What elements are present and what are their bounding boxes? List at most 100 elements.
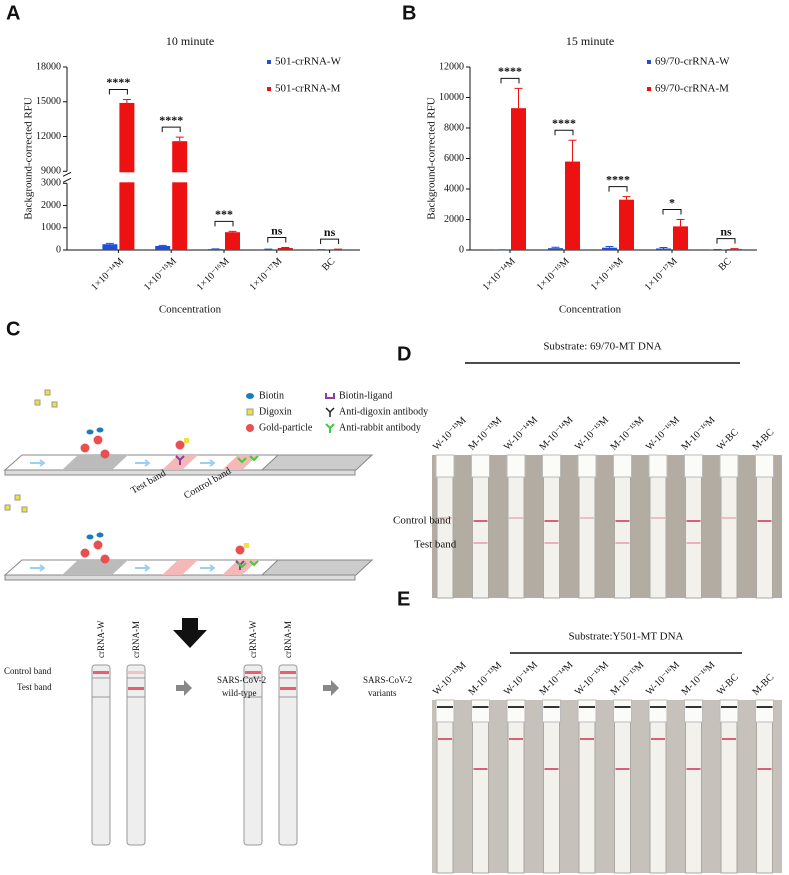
sample-line	[472, 706, 489, 708]
strip-label: M-10⁻¹⁴M	[537, 660, 575, 698]
gold-particle	[100, 449, 110, 459]
control-line	[245, 671, 261, 674]
legend-marker	[267, 87, 271, 91]
gold-particle	[80, 548, 90, 558]
gold-particle	[175, 440, 185, 450]
bar	[656, 248, 671, 250]
significance-label: ***	[215, 207, 233, 221]
strip-label: W-10⁻¹³M	[431, 660, 469, 698]
bar-break	[171, 172, 189, 183]
band	[473, 768, 488, 770]
band	[722, 738, 736, 740]
biotin	[86, 429, 94, 435]
panel-label: B	[402, 2, 416, 24]
significance-bracket	[320, 238, 340, 245]
ligand-icon	[325, 393, 335, 399]
digoxin	[14, 494, 21, 501]
chart-title: 10 minute	[166, 34, 214, 48]
y-tick-label: 8000	[444, 122, 464, 133]
error-bar	[605, 245, 614, 248]
band	[615, 768, 630, 770]
absorbent-pad	[260, 454, 374, 471]
significance-bracket	[214, 220, 234, 227]
bar	[330, 249, 346, 250]
strip-holder	[719, 454, 739, 478]
biotin	[96, 532, 104, 538]
significance-label: ****	[159, 113, 183, 127]
strip-label: W-10⁻¹⁴M	[502, 415, 540, 453]
test-band	[686, 542, 701, 544]
band	[438, 738, 452, 740]
strip-name: crRNA-W	[248, 620, 258, 658]
gold-particle	[80, 443, 90, 453]
sample-line	[508, 706, 524, 708]
result-strip	[91, 664, 111, 846]
strip-label: W-10⁻¹⁶M	[644, 660, 682, 698]
strip-label: M-10⁻¹⁵M	[608, 415, 646, 453]
x-tick-label: BC	[717, 256, 734, 273]
x-tick-label: 1×10⁻¹⁴M	[481, 256, 518, 293]
x-tick-label: 1×10⁻¹⁶M	[589, 256, 626, 293]
test-band	[473, 542, 488, 544]
band	[757, 768, 772, 770]
bar	[155, 245, 171, 250]
strip-label: M-10⁻¹³M	[466, 415, 504, 453]
strip-holder	[542, 699, 561, 723]
legend-label: Anti-rabbit antibody	[339, 422, 421, 433]
flow-arrow	[200, 564, 216, 572]
error-bar	[514, 87, 523, 109]
strip-name: crRNA-W	[96, 620, 106, 658]
strip-label: M-BC	[750, 427, 776, 453]
antibody	[237, 560, 259, 569]
digoxin	[34, 399, 41, 406]
strip-holder	[506, 454, 526, 478]
y-tick-label: 10000	[439, 92, 464, 103]
digoxin	[44, 389, 51, 396]
bar	[172, 141, 188, 250]
photo-strip	[436, 699, 454, 874]
strip-holder	[435, 699, 455, 723]
y-tick-label: 0	[56, 244, 61, 255]
significance-label: *	[669, 195, 675, 209]
legend-label: Digoxin	[259, 406, 292, 417]
strip-label: M-10⁻¹³M	[466, 660, 504, 698]
photo-strip	[578, 699, 596, 874]
strip-holder	[648, 699, 668, 723]
bar	[511, 108, 526, 250]
control-band	[580, 517, 594, 519]
flow-arrow	[135, 564, 151, 572]
significance-label: ns	[324, 225, 336, 239]
photo-strip	[614, 699, 631, 874]
digoxin	[51, 401, 58, 408]
bar	[102, 244, 118, 250]
strip-holder	[471, 454, 490, 478]
substrate-label: Substrate:Y501-MT DNA	[569, 631, 684, 643]
photo-strip	[756, 699, 773, 874]
control-band	[651, 517, 665, 519]
band-label: Control band	[393, 515, 451, 527]
biotin-icon	[246, 393, 254, 399]
control-zone	[222, 455, 258, 470]
band	[651, 738, 665, 740]
biotin	[86, 534, 94, 540]
strip-holder	[613, 454, 632, 478]
strip-holder	[471, 699, 490, 723]
control-line	[128, 671, 144, 674]
y-axis-label: Background-corrected RFU	[426, 97, 438, 220]
bar	[673, 226, 688, 250]
test-band	[544, 542, 559, 544]
error-bar	[622, 196, 631, 200]
sample-line	[437, 706, 453, 708]
error-bar	[551, 246, 560, 249]
x-tick-label: 1×10⁻¹⁷M	[248, 256, 285, 293]
gold-particle	[235, 545, 245, 555]
panel-label: C	[6, 318, 20, 340]
strip-holder	[506, 699, 526, 723]
control-band	[686, 520, 701, 522]
photo-strip	[507, 699, 525, 874]
test-line	[280, 687, 296, 690]
bar	[565, 161, 580, 250]
digoxin	[244, 543, 249, 548]
absorbent-pad	[260, 559, 374, 576]
